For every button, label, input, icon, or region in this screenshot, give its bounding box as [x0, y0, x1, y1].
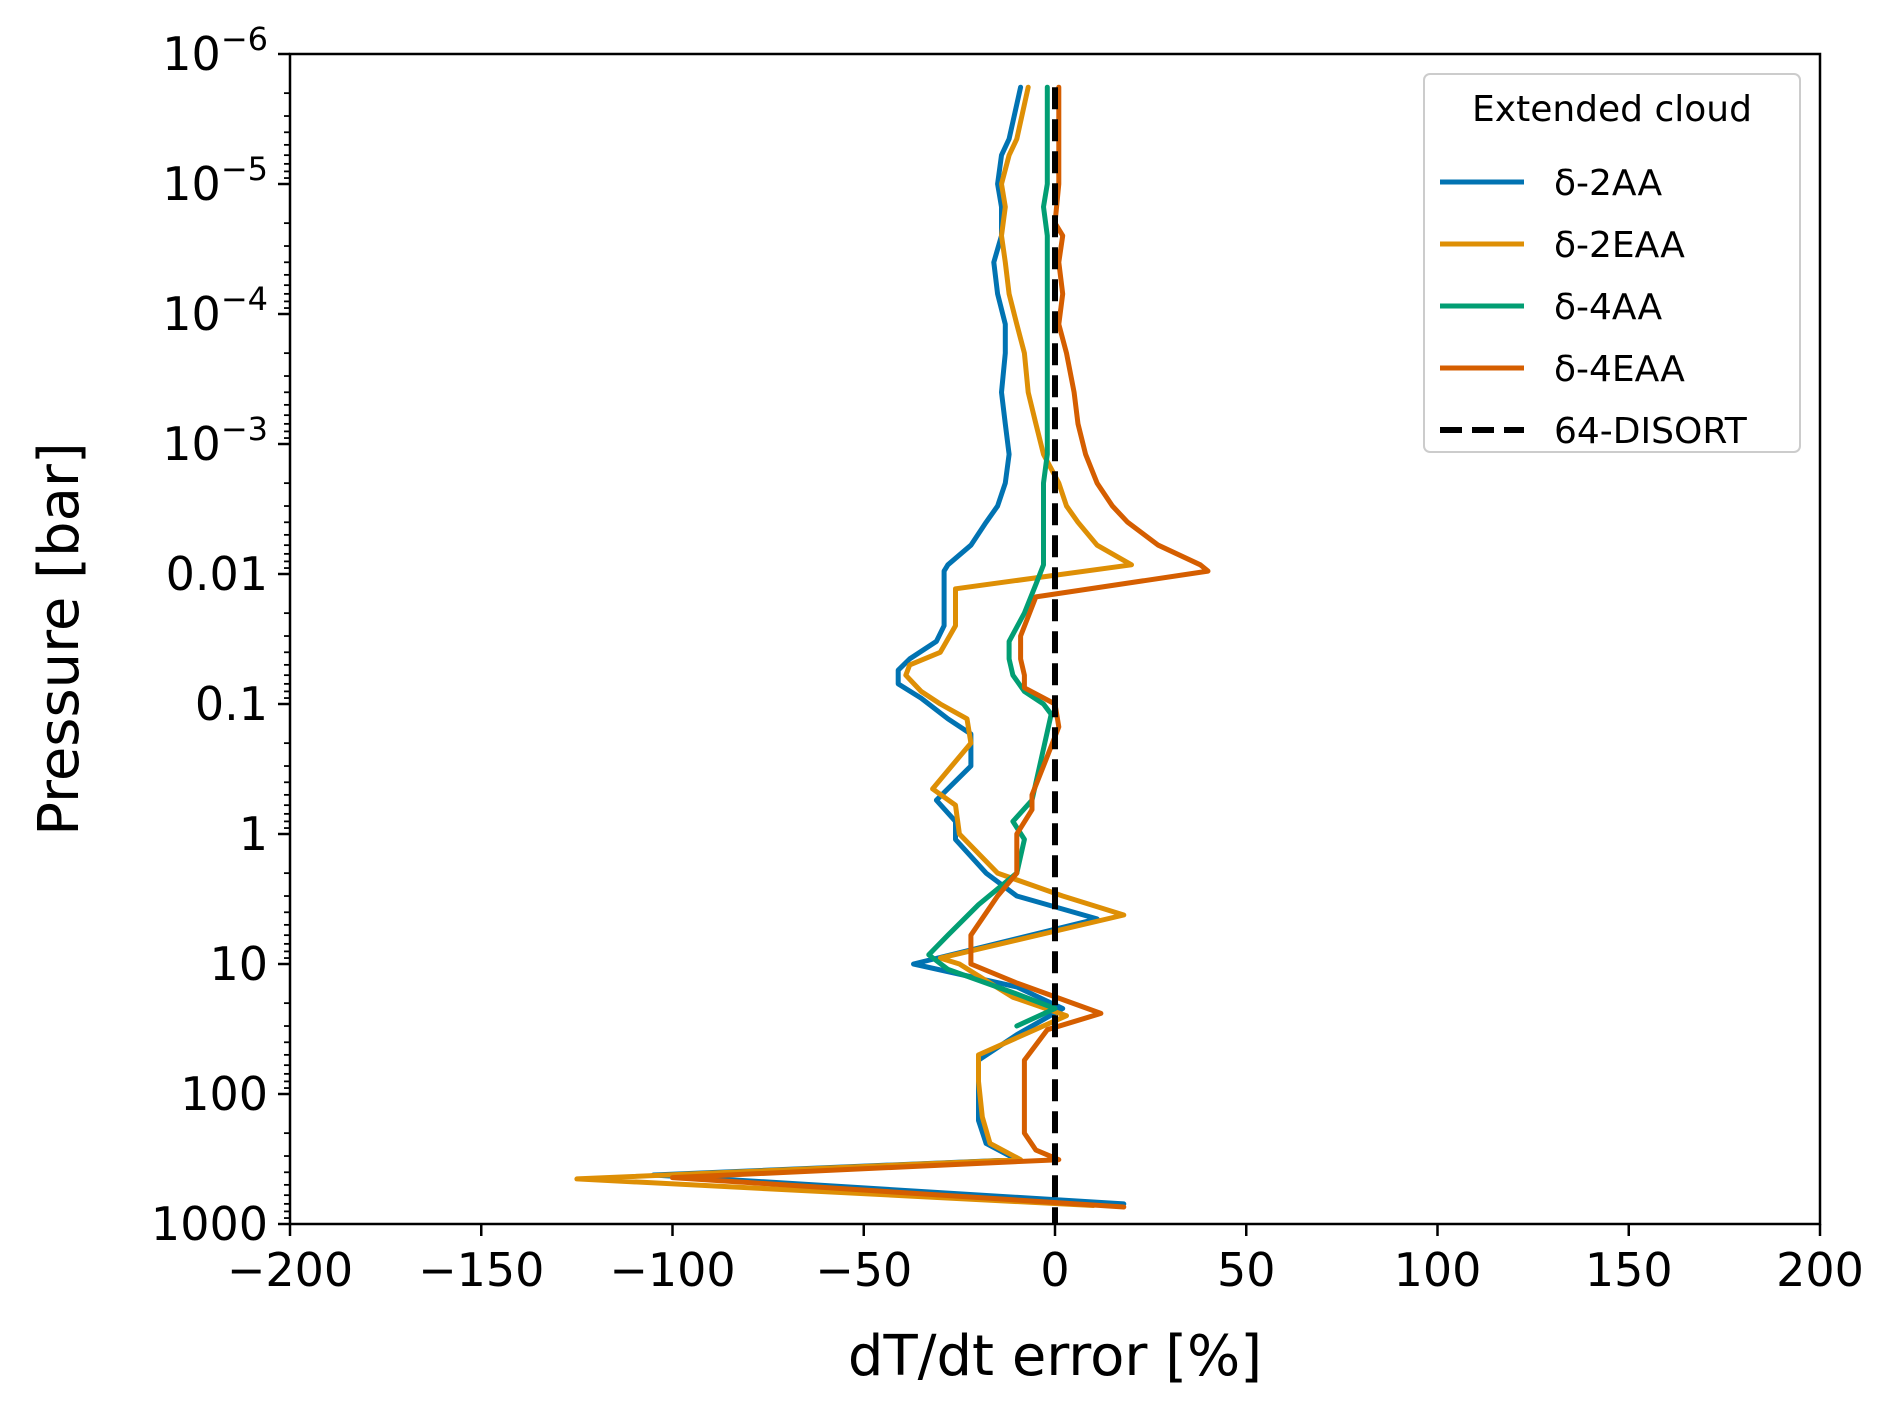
y-tick-label: 10−5	[162, 150, 268, 211]
legend-label-3: δ-4AA	[1554, 287, 1663, 328]
x-tick-label: −50	[815, 1243, 912, 1297]
y-axis: 10−6 10−5 10−4 10−3 0.01 0.1 1 10 100 1000	[151, 20, 290, 1251]
legend-box	[1423, 73, 1801, 453]
y-tick-label: 1000	[151, 1197, 268, 1251]
y-tick-label: 1	[239, 807, 268, 861]
x-tick-label: −150	[418, 1243, 544, 1297]
legend: Extended cloud δ-2AA δ-2EAA δ-4AA δ-4EAA 64-D…	[1423, 73, 1801, 453]
series-line-3	[926, 84, 1058, 1029]
x-tick-label: 150	[1585, 1243, 1673, 1297]
y-tick-label: 10−3	[162, 410, 268, 471]
y-tick-label: 10	[209, 937, 268, 991]
x-tick-label: 100	[1394, 1243, 1482, 1297]
x-tick-label: 200	[1776, 1243, 1864, 1297]
x-tick-label: −100	[609, 1243, 735, 1297]
x-tick-label: 0	[1040, 1243, 1069, 1297]
series-line-4	[670, 84, 1211, 1210]
x-tick-label: 50	[1217, 1243, 1276, 1297]
legend-label-2: δ-2EAA	[1554, 225, 1685, 266]
legend-label-4: δ-4EAA	[1554, 349, 1685, 390]
y-axis-label: Pressure [bar]	[27, 442, 92, 836]
y-tick-label: 10−4	[162, 280, 268, 341]
y-tick-label: 10−6	[162, 20, 268, 81]
y-tick-label: 0.01	[166, 547, 268, 601]
legend-title: Extended cloud	[1472, 89, 1752, 130]
x-tick-label: −200	[227, 1243, 353, 1297]
x-axis: −200 −150 −100 −50 0 50 100 150 200	[227, 1224, 1864, 1297]
series-line-1	[650, 84, 1127, 1207]
legend-label-1: δ-2AA	[1554, 163, 1663, 204]
y-tick-label: 100	[180, 1067, 268, 1121]
x-axis-label: dT/dt error [%]	[848, 1324, 1262, 1389]
legend-label-5: 64-DISORT	[1554, 411, 1748, 452]
y-tick-label: 0.1	[195, 677, 268, 731]
